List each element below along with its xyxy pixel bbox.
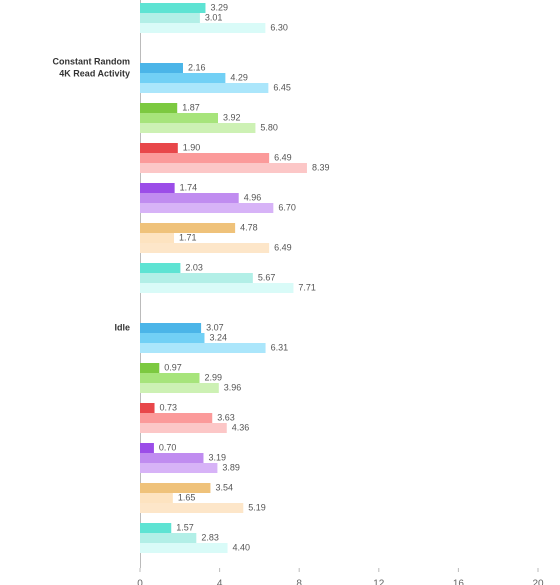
bar xyxy=(140,343,266,353)
bar xyxy=(140,183,175,193)
group-label: Idle xyxy=(114,322,130,332)
value-label: 4.78 xyxy=(240,222,258,232)
group-label: 4K Read Activity xyxy=(59,68,130,78)
value-label: 3.24 xyxy=(209,332,227,342)
value-label: 2.03 xyxy=(185,262,203,272)
bar xyxy=(140,123,256,133)
bar xyxy=(140,413,213,423)
x-tick-label: 4 xyxy=(217,579,223,585)
value-label: 1.87 xyxy=(182,102,200,112)
bar xyxy=(140,373,200,383)
value-label: 3.96 xyxy=(224,382,242,392)
value-label: 3.92 xyxy=(223,112,241,122)
bar xyxy=(140,503,244,513)
value-label: 1.71 xyxy=(179,232,197,242)
value-label: 1.65 xyxy=(178,492,196,502)
bar xyxy=(140,273,253,283)
value-label: 0.73 xyxy=(160,402,178,412)
x-tick-label: 8 xyxy=(296,579,302,585)
value-label: 0.70 xyxy=(159,442,177,452)
value-label: 3.07 xyxy=(206,322,224,332)
bar xyxy=(140,263,181,273)
bar xyxy=(140,493,173,503)
value-label: 6.30 xyxy=(270,22,288,32)
value-label: 2.99 xyxy=(205,372,223,382)
group-label: Constant Random xyxy=(53,56,131,66)
value-label: 5.80 xyxy=(260,122,278,132)
bar xyxy=(140,543,228,553)
value-label: 5.19 xyxy=(248,502,266,512)
bar xyxy=(140,23,266,33)
value-label: 7.71 xyxy=(298,282,316,292)
bar xyxy=(140,243,270,253)
bar xyxy=(140,383,219,393)
bar xyxy=(140,113,219,123)
bar xyxy=(140,323,202,333)
bar xyxy=(140,523,172,533)
value-label: 1.90 xyxy=(183,142,201,152)
bar xyxy=(140,233,175,243)
bar xyxy=(140,13,200,23)
bar xyxy=(140,103,178,113)
bar xyxy=(140,363,160,373)
bar xyxy=(140,203,274,213)
bar xyxy=(140,283,294,293)
value-label: 0.97 xyxy=(164,362,182,372)
bar xyxy=(140,163,307,173)
value-label: 2.83 xyxy=(201,532,219,542)
bar xyxy=(140,443,154,453)
bar xyxy=(140,223,236,233)
value-label: 4.36 xyxy=(232,422,250,432)
bar xyxy=(140,423,227,433)
bar xyxy=(140,63,183,73)
value-label: 2.16 xyxy=(188,62,206,72)
bar xyxy=(140,533,197,543)
x-tick-label: 16 xyxy=(453,579,465,585)
bar xyxy=(140,3,206,13)
bar xyxy=(140,73,226,83)
value-label: 5.67 xyxy=(258,272,276,282)
bar xyxy=(140,193,239,203)
bar xyxy=(140,403,155,413)
value-label: 3.01 xyxy=(205,12,223,22)
x-tick-label: 0 xyxy=(137,579,143,585)
value-label: 4.40 xyxy=(233,542,251,552)
value-label: 3.19 xyxy=(208,452,226,462)
bar xyxy=(140,453,204,463)
value-label: 6.49 xyxy=(274,242,292,252)
bar xyxy=(140,463,218,473)
value-label: 1.57 xyxy=(176,522,194,532)
value-label: 3.54 xyxy=(215,482,233,492)
value-label: 1.74 xyxy=(180,182,198,192)
value-label: 6.45 xyxy=(273,82,291,92)
x-tick-label: 20 xyxy=(532,579,544,585)
x-tick-label: 12 xyxy=(373,579,385,585)
value-label: 3.63 xyxy=(217,412,235,422)
bar xyxy=(140,153,270,163)
value-label: 6.49 xyxy=(274,152,292,162)
bar xyxy=(140,83,269,93)
bar xyxy=(140,333,205,343)
bar xyxy=(140,483,211,493)
value-label: 8.39 xyxy=(312,162,330,172)
value-label: 3.29 xyxy=(210,2,228,12)
bar xyxy=(140,143,178,153)
value-label: 3.89 xyxy=(222,462,240,472)
value-label: 4.96 xyxy=(244,192,262,202)
value-label: 4.29 xyxy=(230,72,248,82)
value-label: 6.70 xyxy=(278,202,296,212)
value-label: 6.31 xyxy=(271,342,289,352)
